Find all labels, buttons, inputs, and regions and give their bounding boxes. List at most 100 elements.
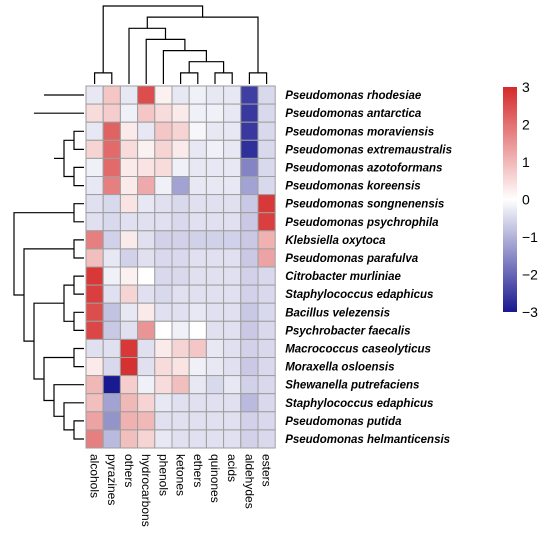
heatmap-cell <box>188 338 207 358</box>
dendrogram-branch <box>23 248 74 342</box>
heatmap-cell <box>240 103 259 123</box>
column-label: hydrocarbons <box>139 454 153 527</box>
heatmap-cell <box>223 103 242 123</box>
legend-tick-label: −2 <box>522 267 538 283</box>
row-label: Pseudomonas azotoformans <box>285 162 442 174</box>
heatmap-cell <box>171 194 190 214</box>
heatmap-cell <box>119 103 139 123</box>
heatmap-cell <box>240 157 259 177</box>
dendrogram-branch <box>102 5 204 73</box>
heatmap-cell <box>205 103 225 123</box>
heatmap-cell <box>154 411 173 431</box>
row-label: Moraxella osloensis <box>285 362 394 374</box>
heatmap-cell <box>223 393 242 413</box>
heatmap-cell <box>137 338 156 358</box>
heatmap-cell <box>188 139 207 159</box>
heatmap-cell <box>188 284 207 304</box>
heatmap-cell <box>137 85 156 105</box>
heatmap-cell <box>257 139 276 159</box>
heatmap-cell <box>240 212 259 232</box>
heatmap-cell <box>257 103 276 123</box>
heatmap-cell <box>137 194 156 214</box>
heatmap-cell <box>240 248 259 268</box>
heatmap-cell <box>223 85 242 105</box>
heatmap-cell <box>85 212 104 232</box>
heatmap-cell <box>119 302 139 322</box>
heatmap-cell <box>223 357 242 377</box>
legend-tick-label: −1 <box>522 229 538 245</box>
heatmap-cell <box>240 338 259 358</box>
heatmap-cell <box>102 266 121 286</box>
heatmap-cell <box>223 284 242 304</box>
heatmap-cell <box>85 320 104 340</box>
heatmap-cell <box>188 85 207 105</box>
heatmap-cell <box>85 85 104 105</box>
heatmap-cell <box>85 411 104 431</box>
heatmap-cell <box>223 320 242 340</box>
heatmap-cell <box>205 157 225 177</box>
heatmap-cell <box>205 338 225 358</box>
heatmap-cell <box>205 375 225 395</box>
heatmap-cell <box>171 393 190 413</box>
heatmap-cell <box>119 429 139 449</box>
heatmap-cell <box>154 302 173 322</box>
heatmap-cell <box>154 393 173 413</box>
heatmap-cell <box>119 176 139 196</box>
heatmap-cell <box>119 121 139 141</box>
heatmap-cell <box>205 176 225 196</box>
column-label: aldehydes <box>242 454 256 509</box>
heatmap-cell <box>137 230 156 250</box>
heatmap-cell <box>188 375 207 395</box>
heatmap-cell <box>205 429 225 449</box>
heatmap-cell <box>85 157 104 177</box>
row-labels: Pseudomonas rhodesiae Pseudomonas antarct… <box>285 90 452 446</box>
heatmap-cell <box>171 139 190 159</box>
heatmap-cell <box>240 393 259 413</box>
heatmap-cell <box>119 284 139 304</box>
heatmap-cell <box>257 194 276 214</box>
heatmap-cell <box>137 121 156 141</box>
heatmap-cell <box>171 429 190 449</box>
dendrogram-branch <box>73 311 84 331</box>
heatmap-cell <box>102 284 121 304</box>
heatmap-cell <box>205 139 225 159</box>
legend-tick-label: 2 <box>522 117 530 133</box>
heatmap-cell <box>257 284 276 304</box>
heatmap-cell <box>171 357 190 377</box>
heatmap-cell <box>171 85 190 105</box>
heatmap-cell <box>154 121 173 141</box>
heatmap-cell <box>137 411 156 431</box>
dendrogram-branch <box>188 61 225 73</box>
heatmap-cell <box>85 176 104 196</box>
dendrogram-branch <box>73 203 84 223</box>
row-label: Klebsiella oxytoca <box>285 235 386 247</box>
heatmap-cell <box>102 429 121 449</box>
row-label: Pseudomonas helmanticensis <box>285 434 450 446</box>
heatmap-cell <box>154 103 173 123</box>
heatmap-cell <box>223 176 242 196</box>
heatmap-cell <box>171 212 190 232</box>
heatmap-cell <box>154 320 173 340</box>
heatmap-cell <box>154 85 173 105</box>
heatmap-cell <box>205 121 225 141</box>
heatmap-cell <box>223 266 242 286</box>
heatmap-cell <box>240 411 259 431</box>
row-label: Bacillus velezensis <box>285 307 390 319</box>
row-label: Staphylococcus edaphicus <box>285 289 433 301</box>
heatmap-cell <box>171 375 190 395</box>
heatmap-cell <box>102 176 121 196</box>
heatmap-cell <box>137 248 156 268</box>
heatmap-cell <box>85 266 104 286</box>
heatmap-cell <box>102 302 121 322</box>
heatmap-cell <box>240 85 259 105</box>
heatmap-cell <box>102 212 121 232</box>
heatmap-cell <box>119 194 139 214</box>
heatmap-cell <box>85 194 104 214</box>
heatmap-cell <box>257 429 276 449</box>
heatmap-cell <box>85 103 104 123</box>
heatmap-cell <box>171 284 190 304</box>
heatmap-cell <box>137 320 156 340</box>
dendrogram-branch <box>73 130 84 150</box>
heatmap-cell <box>188 176 207 196</box>
heatmap-cell <box>240 176 259 196</box>
